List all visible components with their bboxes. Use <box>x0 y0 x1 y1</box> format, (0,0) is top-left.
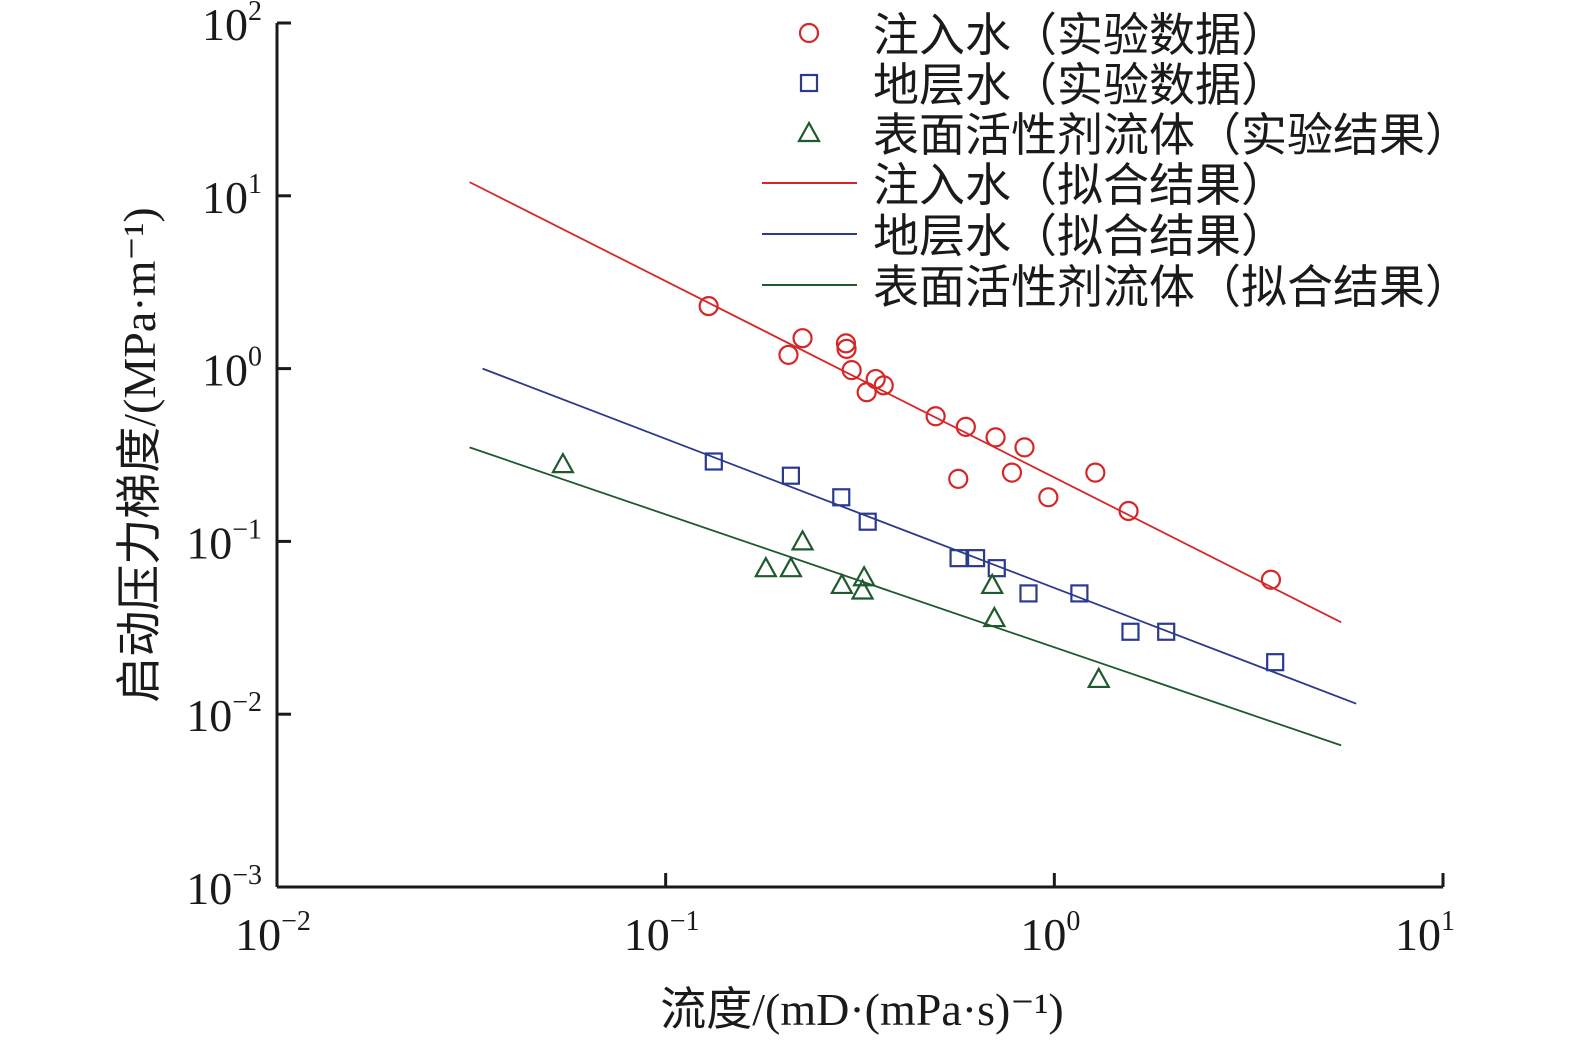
data-point <box>778 344 799 366</box>
y-tick-label: 101 <box>202 169 262 223</box>
data-point <box>982 605 1007 628</box>
legend-label: 注入水（实验数据） <box>873 10 1287 61</box>
y-axis-ticks: 10−3 10−2 10−1 100 101 102 <box>186 0 291 914</box>
legend-label: 表面活性剂流体（拟合结果） <box>873 262 1471 313</box>
data-point <box>551 451 575 474</box>
y-tick-label: 102 <box>202 0 262 50</box>
x-tick-label: 10−2 <box>235 906 311 960</box>
data-point <box>1157 622 1176 641</box>
data-point <box>1266 653 1285 672</box>
data-point <box>698 295 719 317</box>
legend-label: 注入水（拟合结果） <box>873 160 1287 211</box>
data-point <box>841 360 862 381</box>
data-point <box>1001 462 1023 483</box>
data-point <box>829 572 854 595</box>
data-point <box>948 468 969 489</box>
fit-line <box>482 367 1357 705</box>
x-axis-title: 流度/(mD·(mPa·s)⁻¹) <box>660 984 1063 1035</box>
data-point <box>753 555 778 578</box>
data-point <box>1038 487 1059 508</box>
x-tick-label: 101 <box>1395 906 1455 960</box>
data-point <box>966 549 986 568</box>
x-tick-label: 10−1 <box>624 906 700 960</box>
data-point <box>1260 569 1282 590</box>
legend-label: 表面活性剂流体（实验结果） <box>873 110 1471 161</box>
data-point <box>985 427 1006 448</box>
x-tick-label: 100 <box>1020 906 1080 960</box>
data-point <box>1118 500 1139 522</box>
y-tick-label: 10−1 <box>186 514 262 568</box>
data-point <box>987 559 1006 578</box>
data-point <box>949 549 968 568</box>
y-tick-label: 10−2 <box>186 687 262 741</box>
data-point <box>781 466 801 485</box>
fit-line <box>469 181 1342 624</box>
data-point <box>955 416 976 437</box>
data-point <box>779 555 803 578</box>
y-axis-title: 启动压力梯度/(MPa·m⁻¹) <box>114 207 165 703</box>
data-markers <box>551 295 1285 689</box>
data-point <box>790 529 815 551</box>
data-point <box>1086 666 1111 689</box>
data-point <box>1085 462 1106 483</box>
y-tick-label: 10−3 <box>186 860 262 914</box>
data-point <box>792 328 813 349</box>
legend-label: 地层水（实验数据） <box>873 60 1287 111</box>
data-point <box>1019 584 1038 603</box>
data-point <box>858 512 877 531</box>
data-point <box>836 338 857 360</box>
legend-label: 地层水（拟合结果） <box>873 211 1287 262</box>
fit-line <box>469 446 1342 747</box>
data-point <box>856 382 877 403</box>
legend-swatch <box>798 22 820 44</box>
legend-swatch <box>797 120 821 143</box>
data-point <box>850 578 875 600</box>
legend: 注入水（实验数据）地层水（实验数据）表面活性剂流体（实验结果）注入水（拟合结果）… <box>762 10 1471 313</box>
data-point <box>832 488 851 507</box>
plot-frame <box>275 23 1443 889</box>
data-point <box>873 375 894 396</box>
y-tick-label: 100 <box>202 342 262 396</box>
x-axis-ticks: 10−2 10−1 100 101 <box>235 873 1455 960</box>
data-point <box>980 572 1005 595</box>
data-point <box>704 452 723 471</box>
legend-swatch <box>799 73 819 93</box>
data-point <box>1070 584 1089 603</box>
data-point <box>925 406 946 427</box>
data-point <box>1014 437 1035 458</box>
data-point <box>1121 622 1140 641</box>
fit-lines <box>469 181 1357 747</box>
data-point <box>852 565 876 587</box>
